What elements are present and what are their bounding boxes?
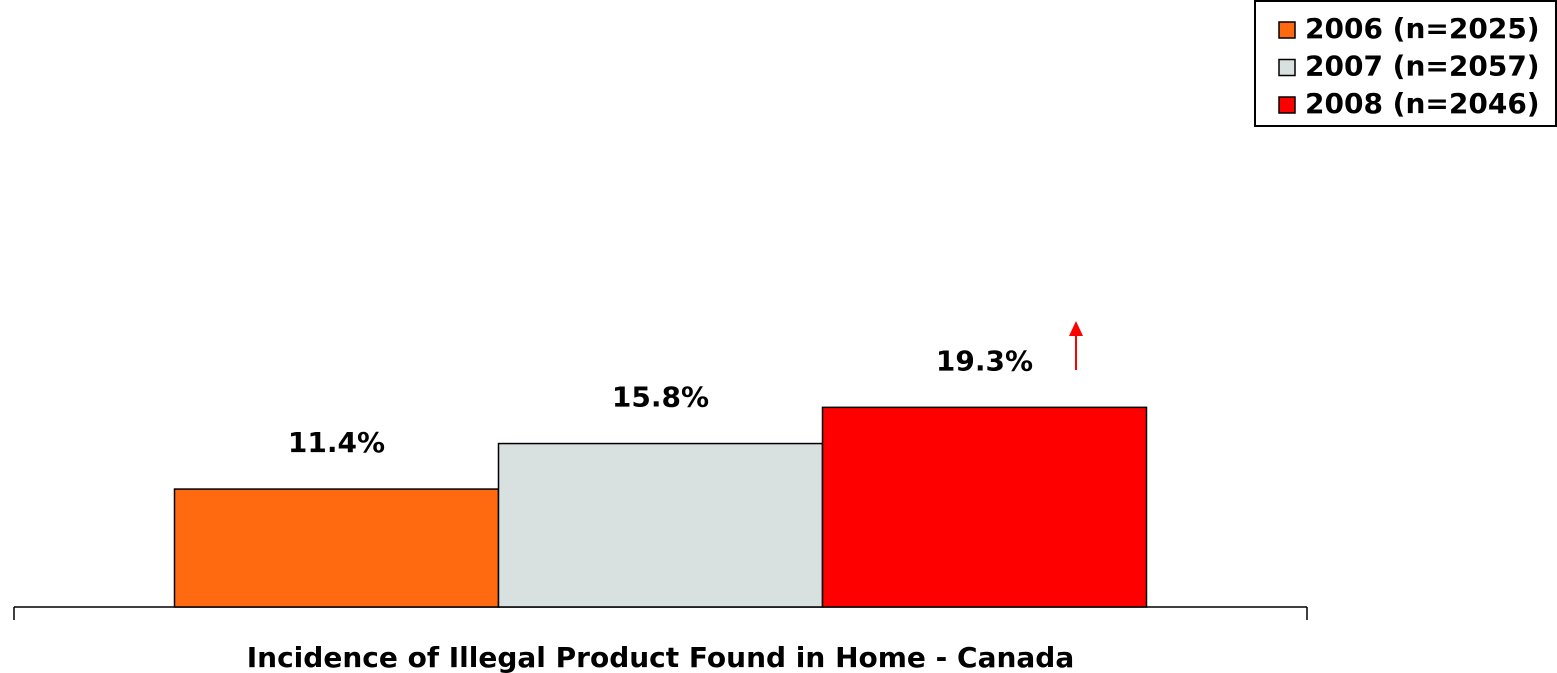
legend-label: 2006 (n=2025) <box>1305 12 1540 45</box>
legend-label: 2007 (n=2057) <box>1305 50 1540 83</box>
data-label: 11.4% <box>288 426 385 459</box>
trend-arrow-head <box>1069 321 1083 336</box>
legend-label: 2008 (n=2046) <box>1305 87 1540 120</box>
legend-box <box>1254 0 1557 127</box>
data-label: 19.3% <box>936 344 1033 377</box>
bar <box>173 488 500 608</box>
bar <box>821 406 1148 608</box>
legend-swatch <box>1278 21 1296 39</box>
bar <box>497 442 824 608</box>
x-tick-label: Incidence of Illegal Product Found in Ho… <box>247 641 1075 673</box>
data-label: 15.8% <box>612 381 709 414</box>
legend-swatch <box>1278 58 1296 77</box>
legend-swatch <box>1278 96 1296 114</box>
